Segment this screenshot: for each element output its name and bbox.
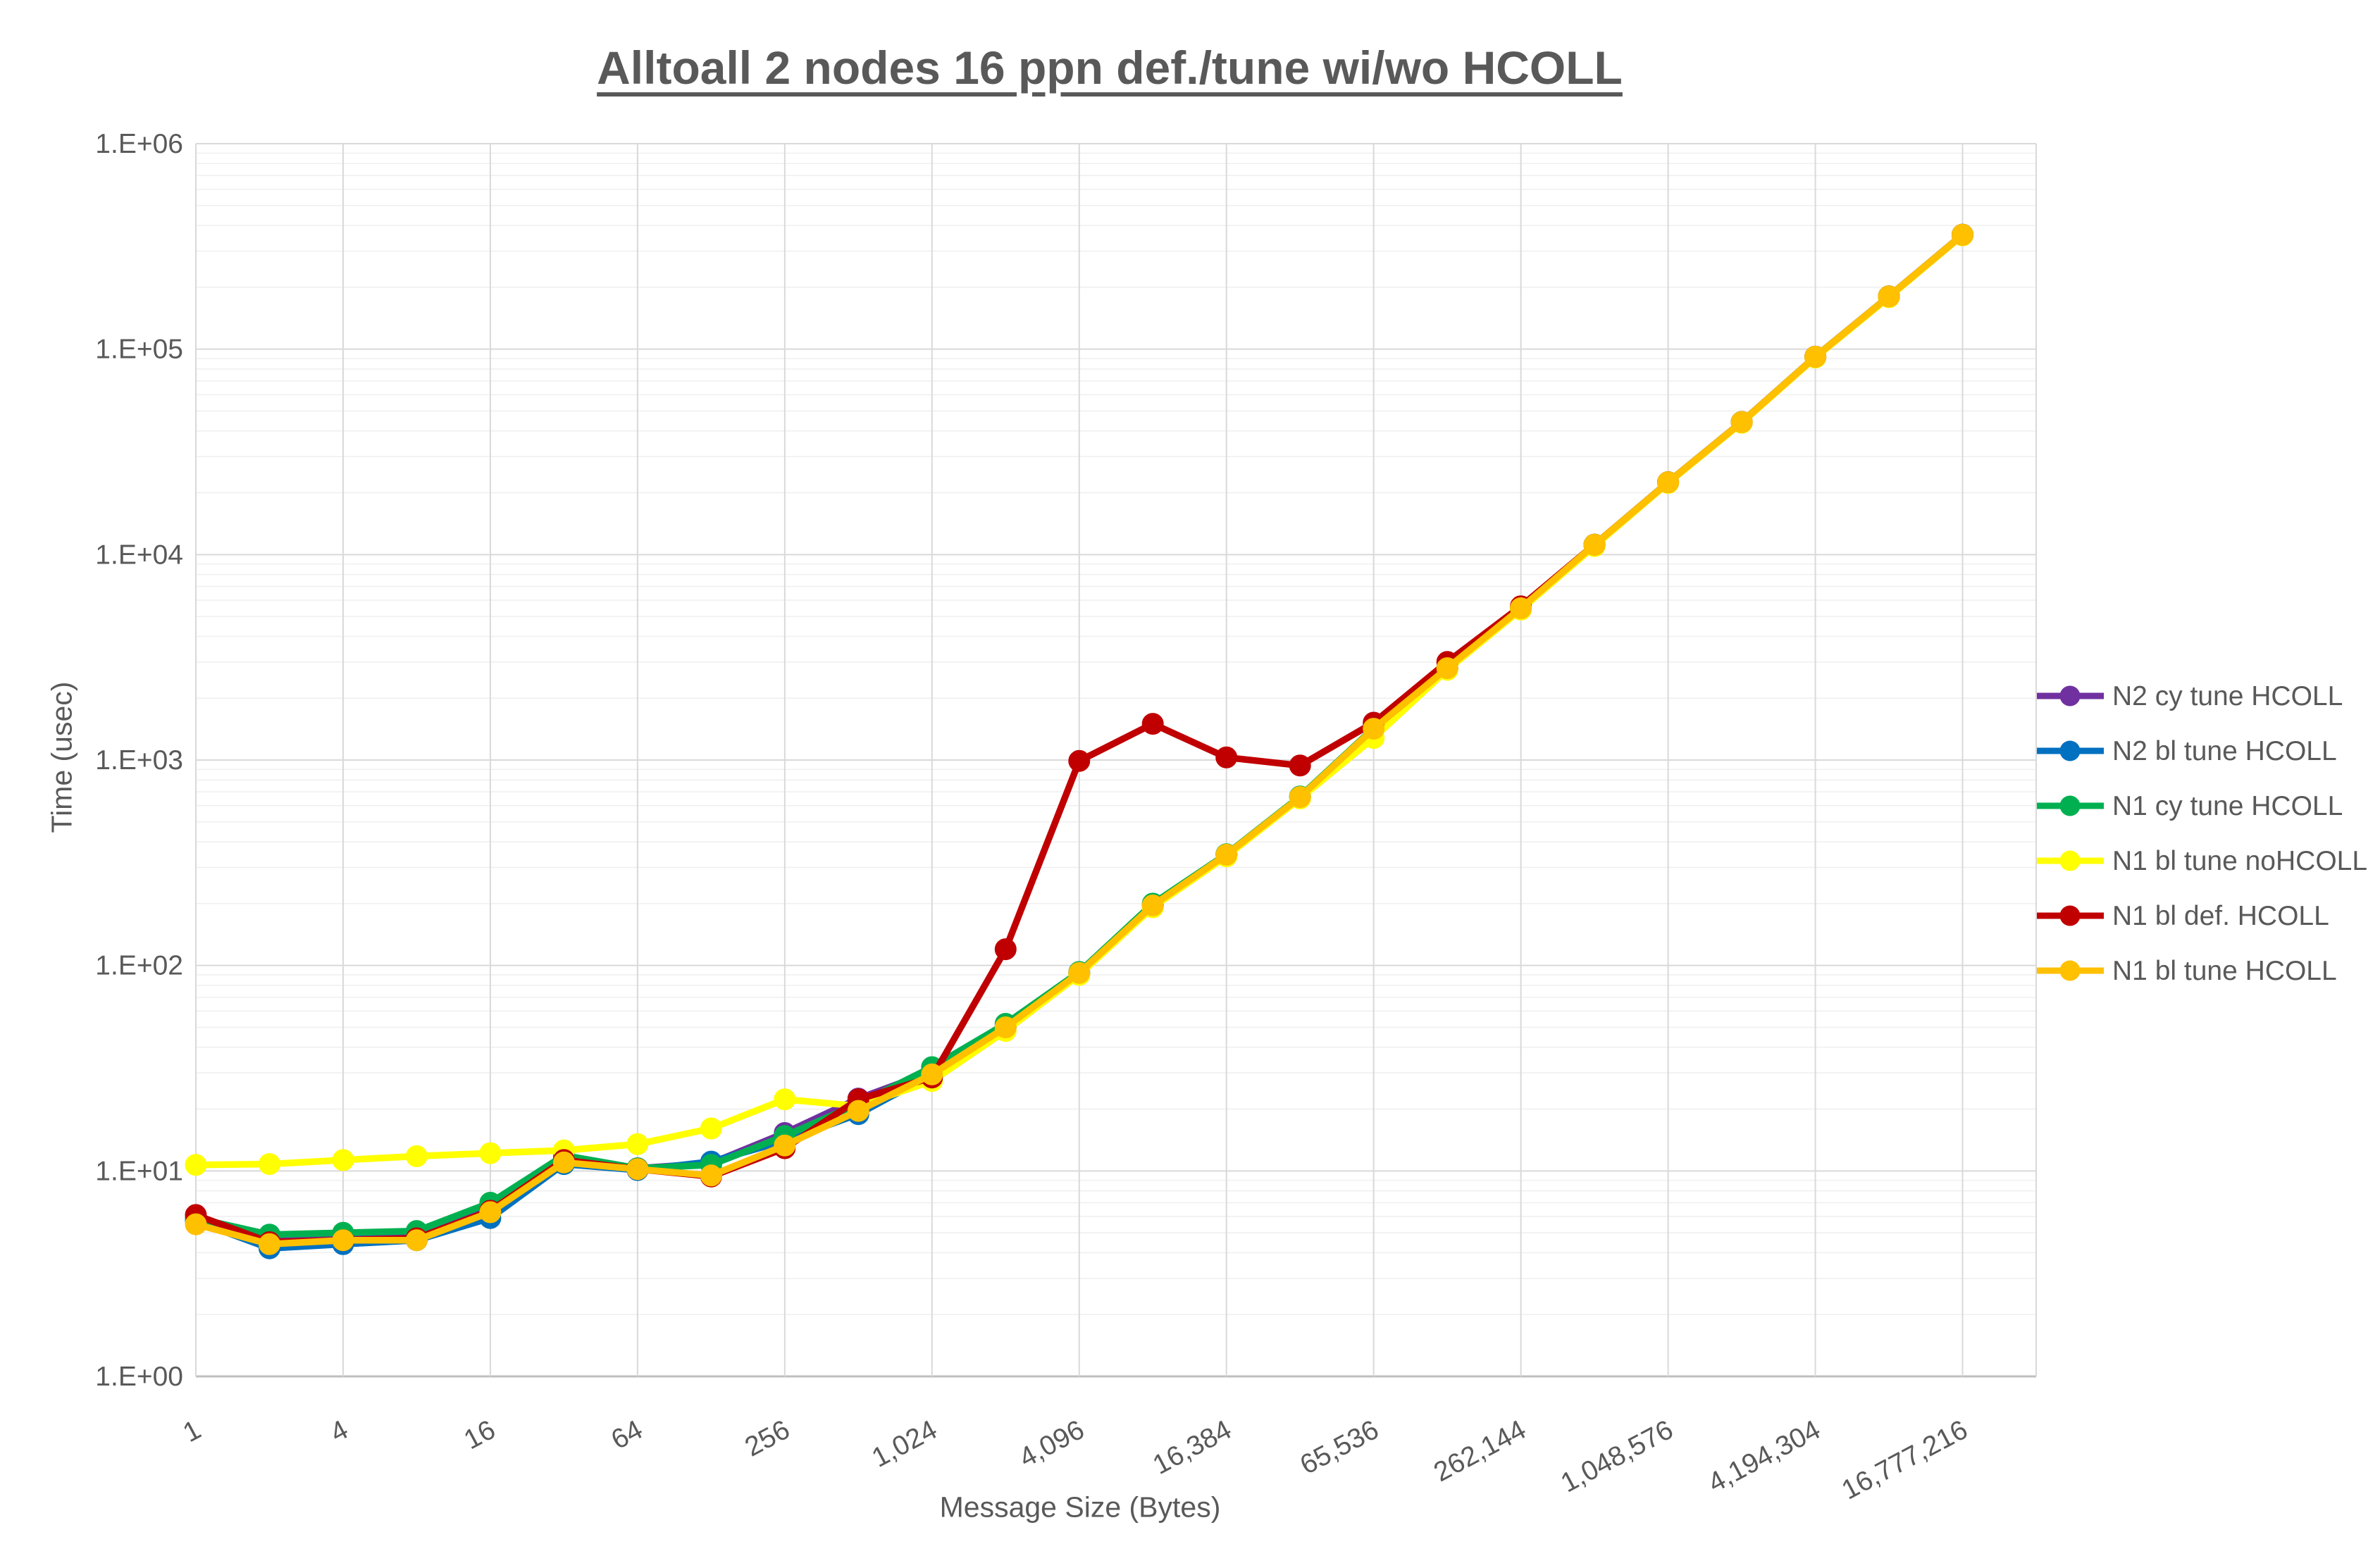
legend: N2 cy tune HCOLL N2 bl tune HCOLL N1 cy tu… xyxy=(2037,681,2367,986)
data-point xyxy=(626,1158,649,1181)
legend-marker-icon xyxy=(2059,740,2081,761)
legend-marker-icon xyxy=(2059,685,2081,707)
data-point xyxy=(921,1063,943,1085)
chart-title: Alltoall 2 nodes 16 ppn def./tune wi/wo … xyxy=(597,42,1623,94)
data-point xyxy=(1141,894,1164,916)
data-point xyxy=(1141,713,1164,735)
legend-marker-icon xyxy=(2059,960,2081,981)
x-tick-label: 4,194,304 xyxy=(1703,1414,1825,1498)
data-point xyxy=(700,1164,722,1187)
x-tick-label: 1,048,576 xyxy=(1556,1414,1678,1498)
legend-item-n1-bl-tune-hcoll: N1 bl tune HCOLL xyxy=(2037,956,2337,986)
legend-label: N1 bl def. HCOLL xyxy=(2112,901,2329,931)
data-point xyxy=(1730,411,1753,433)
data-point xyxy=(1657,471,1680,494)
data-point xyxy=(332,1149,354,1171)
x-axis-title: Message Size (Bytes) xyxy=(939,1490,1221,1524)
y-tick-label: 1.E+02 xyxy=(95,951,183,981)
data-point xyxy=(552,1151,575,1174)
data-point xyxy=(1289,786,1311,809)
data-point xyxy=(479,1142,502,1164)
data-point xyxy=(774,1088,796,1111)
x-tick-label: 4,096 xyxy=(1015,1414,1089,1474)
data-point xyxy=(185,1213,207,1236)
data-point xyxy=(479,1201,502,1224)
legend-label: N2 cy tune HCOLL xyxy=(2112,681,2343,711)
x-tick-label: 1 xyxy=(178,1414,206,1448)
data-point xyxy=(994,1016,1017,1038)
data-point xyxy=(994,938,1017,961)
y-tick-label: 1.E+01 xyxy=(95,1156,183,1186)
data-point xyxy=(700,1117,722,1140)
data-point xyxy=(259,1153,280,1176)
data-point xyxy=(185,1154,207,1176)
data-point xyxy=(405,1145,428,1167)
gridlines-major xyxy=(195,143,2037,1378)
y-tick-label: 1.E+03 xyxy=(95,745,183,776)
legend-item-n1-bl-tune-nohcoll: N1 bl tune noHCOLL xyxy=(2037,846,2367,876)
x-tick-label: 64 xyxy=(607,1414,647,1455)
x-tick-label: 16,384 xyxy=(1148,1414,1237,1481)
y-tick-labels: 1.E+00 1.E+01 1.E+02 1.E+03 1.E+04 1.E+05 1.E+… xyxy=(95,129,183,1392)
x-tick-label: 262,144 xyxy=(1429,1414,1531,1488)
data-point xyxy=(259,1233,280,1255)
data-point xyxy=(332,1229,354,1252)
x-tick-label: 16 xyxy=(459,1414,500,1455)
series-n1-bl-tune-hcoll xyxy=(185,223,1973,1255)
data-point xyxy=(1363,718,1385,740)
legend-marker-icon xyxy=(2059,795,2081,816)
data-point xyxy=(1068,749,1091,772)
legend-label: N1 bl tune HCOLL xyxy=(2112,956,2337,986)
data-point xyxy=(774,1134,796,1157)
legend-item-n1-bl-def-hcoll: N1 bl def. HCOLL xyxy=(2037,901,2329,931)
legend-label: N2 bl tune HCOLL xyxy=(2112,736,2337,766)
data-point xyxy=(847,1100,869,1122)
legend-label: N1 bl tune noHCOLL xyxy=(2112,846,2367,876)
legend-marker-icon xyxy=(2059,850,2081,871)
data-point xyxy=(1583,533,1606,556)
y-tick-label: 1.E+05 xyxy=(95,335,183,365)
legend-item-n2-cy-tune-hcoll: N2 cy tune HCOLL xyxy=(2037,681,2343,711)
data-point xyxy=(626,1133,649,1155)
x-tick-label: 4 xyxy=(326,1414,353,1448)
legend-label: N1 cy tune HCOLL xyxy=(2112,791,2343,821)
data-point xyxy=(1878,285,1900,308)
data-point xyxy=(1804,345,1827,368)
gridlines-minor xyxy=(196,152,2036,1315)
data-point xyxy=(1510,597,1532,619)
data-point xyxy=(1068,961,1091,984)
x-tick-label: 256 xyxy=(740,1414,795,1463)
x-tick-label: 16,777,216 xyxy=(1837,1414,1973,1506)
y-tick-label: 1.E+06 xyxy=(95,129,183,159)
data-point xyxy=(1952,223,1973,246)
legend-item-n1-cy-tune-hcoll: N1 cy tune HCOLL xyxy=(2037,791,2343,821)
data-point xyxy=(405,1229,428,1252)
y-tick-label: 1.E+00 xyxy=(95,1362,183,1392)
legend-item-n2-bl-tune-hcoll: N2 bl tune HCOLL xyxy=(2037,736,2337,766)
x-tick-label: 65,536 xyxy=(1295,1414,1384,1481)
data-point xyxy=(1215,843,1238,866)
data-point xyxy=(1436,657,1458,680)
data-point xyxy=(1215,746,1238,768)
data-point xyxy=(1289,754,1311,777)
x-tick-labels: 1 4 16 64 256 1,024 4,096 16,384 65,536 262,144 1,… xyxy=(178,1414,1973,1506)
x-tick-label: 1,024 xyxy=(867,1414,942,1474)
legend-marker-icon xyxy=(2059,905,2081,926)
y-tick-label: 1.E+04 xyxy=(95,540,183,570)
